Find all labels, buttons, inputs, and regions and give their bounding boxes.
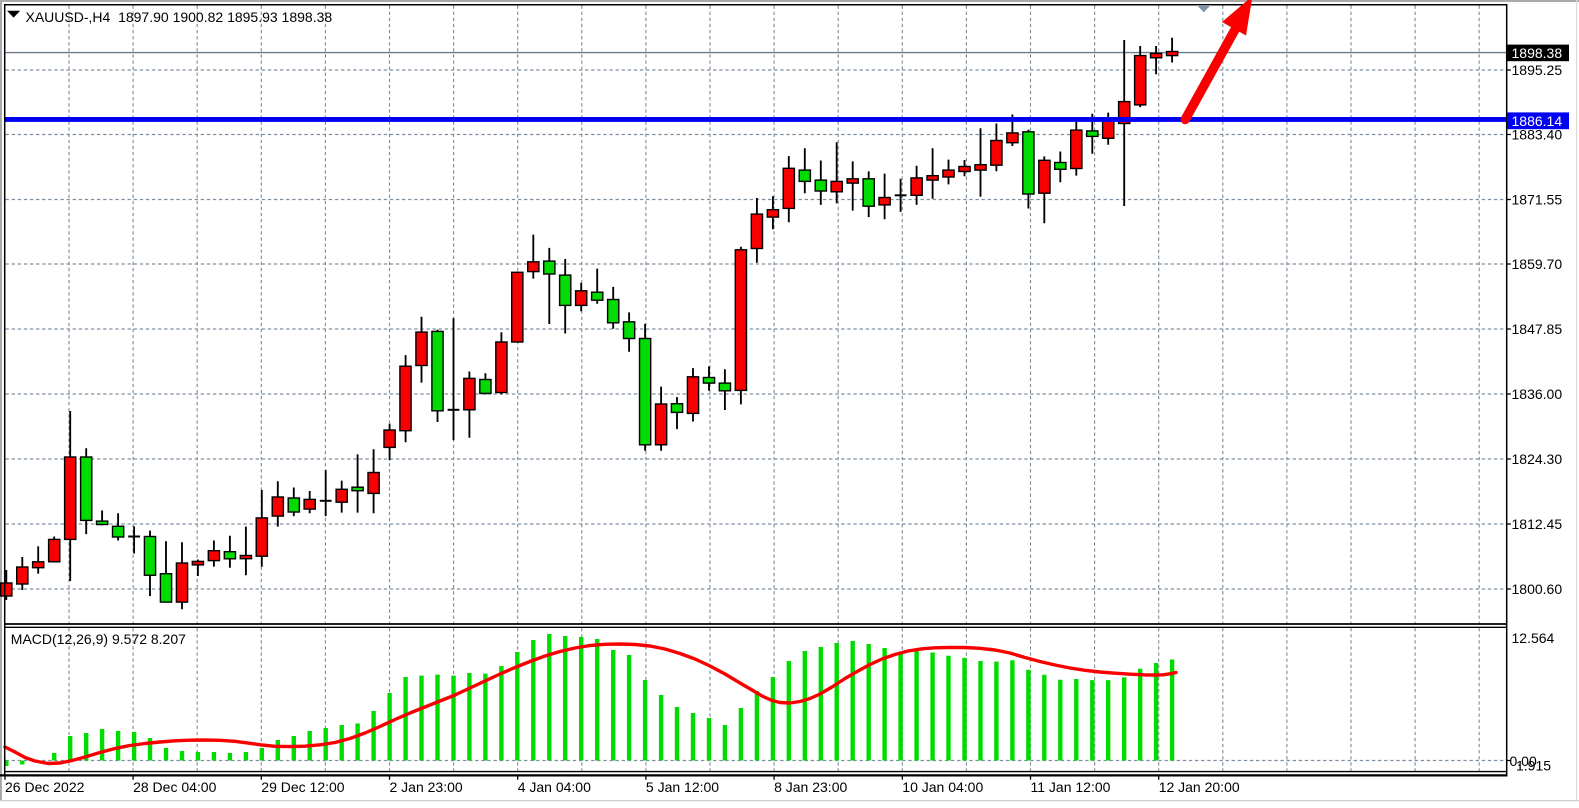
svg-text:1824.30: 1824.30: [1512, 451, 1563, 467]
svg-text:1898.38: 1898.38: [1512, 45, 1563, 61]
svg-text:1895.25: 1895.25: [1512, 62, 1563, 78]
svg-text:1836.00: 1836.00: [1512, 386, 1563, 402]
svg-text:28 Dec 04:00: 28 Dec 04:00: [133, 779, 216, 795]
svg-text:1847.85: 1847.85: [1512, 321, 1563, 337]
svg-text:1886.14: 1886.14: [1512, 113, 1563, 129]
svg-text:26 Dec 2022: 26 Dec 2022: [5, 779, 85, 795]
svg-text:2 Jan 23:00: 2 Jan 23:00: [390, 779, 463, 795]
svg-text:MACD(12,26,9) 9.572 8.207: MACD(12,26,9) 9.572 8.207: [11, 631, 186, 647]
svg-text:1871.55: 1871.55: [1512, 192, 1563, 208]
svg-text:29 Dec 12:00: 29 Dec 12:00: [261, 779, 344, 795]
svg-text:4 Jan 04:00: 4 Jan 04:00: [518, 779, 591, 795]
svg-text:1800.60: 1800.60: [1512, 581, 1563, 597]
svg-text:11 Jan 12:00: 11 Jan 12:00: [1031, 779, 1111, 795]
svg-text:10 Jan 04:00: 10 Jan 04:00: [902, 779, 983, 795]
svg-text:XAUUSD-,H4 1897.90 1900.82 18: XAUUSD-,H4 1897.90 1900.82 1895.93 1898.…: [26, 9, 333, 25]
svg-text:5 Jan 12:00: 5 Jan 12:00: [646, 779, 719, 795]
svg-text:1859.70: 1859.70: [1512, 256, 1563, 272]
svg-text:1812.45: 1812.45: [1512, 516, 1563, 532]
svg-text:1.915: 1.915: [1516, 758, 1551, 774]
svg-text:8 Jan 23:00: 8 Jan 23:00: [774, 779, 847, 795]
svg-text:12 Jan 20:00: 12 Jan 20:00: [1159, 779, 1240, 795]
svg-text:0.00: 0.00: [1510, 753, 1537, 769]
svg-text:12.564: 12.564: [1512, 630, 1555, 646]
svg-text:1883.40: 1883.40: [1512, 127, 1563, 143]
